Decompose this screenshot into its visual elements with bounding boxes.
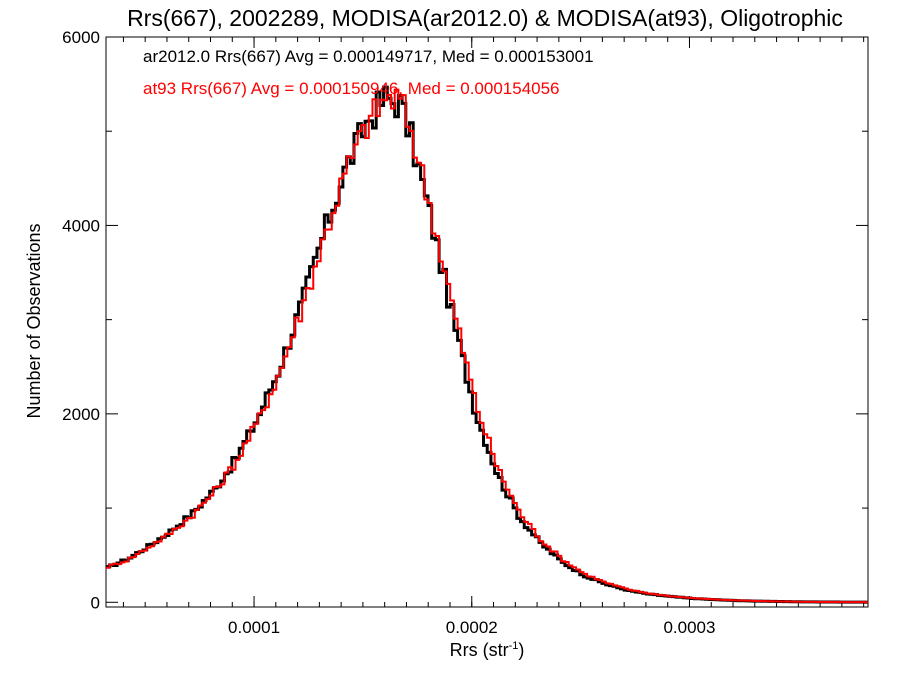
annotation-ar2012: ar2012.0 Rrs(667) Avg = 0.000149717, Med… xyxy=(143,47,594,66)
x-axis-title-main: Rrs (str xyxy=(450,640,509,660)
series-at93-line xyxy=(106,88,868,604)
x-axis-title-superscript: -1 xyxy=(509,640,519,652)
chart-title: Rrs(667), 2002289, MODISA(ar2012.0) & MO… xyxy=(127,5,843,31)
axis-ticks xyxy=(106,36,868,607)
y-tick-label: 2000 xyxy=(62,405,100,424)
x-tick-label: 0.0001 xyxy=(228,618,280,637)
annotation-at93: at93 Rrs(667) Avg = 0.000150946, Med = 0… xyxy=(143,79,560,98)
x-axis-title: Rrs (str-1) xyxy=(450,640,525,660)
x-tick-label: 0.0003 xyxy=(663,618,715,637)
y-axis-title: Number of Observations xyxy=(24,223,44,418)
axis-tick-labels: 0.0001 0.0002 0.0003 0 2000 4000 6000 xyxy=(62,28,715,637)
y-tick-label: 6000 xyxy=(62,28,100,47)
y-tick-label: 4000 xyxy=(62,216,100,235)
x-tick-label: 0.0002 xyxy=(446,618,498,637)
y-tick-label: 0 xyxy=(91,593,100,612)
x-axis-title-tail: ) xyxy=(518,640,524,660)
series-layer xyxy=(106,85,868,604)
series-ar2012-line xyxy=(106,85,868,604)
plot-frame xyxy=(105,36,869,608)
